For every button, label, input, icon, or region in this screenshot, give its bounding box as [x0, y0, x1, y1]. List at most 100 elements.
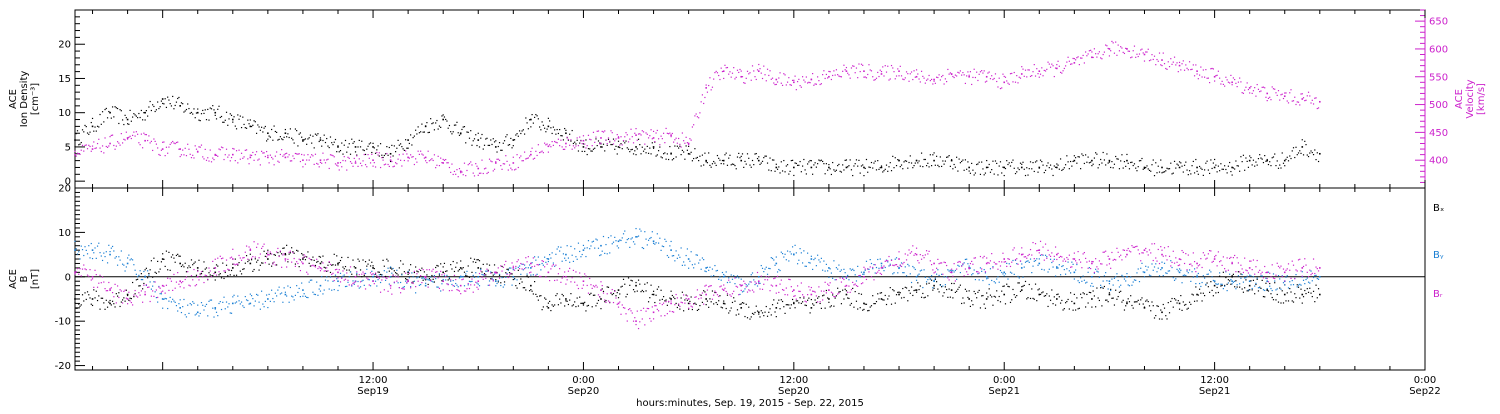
- scatter-dot: [1078, 308, 1079, 309]
- scatter-dot: [287, 156, 288, 157]
- data-point: [1126, 160, 1128, 162]
- scatter-dot: [553, 262, 554, 263]
- scatter-dot: [403, 287, 404, 288]
- scatter-dot: [792, 246, 793, 247]
- scatter-dot: [416, 162, 417, 163]
- scatter-dot: [1283, 163, 1284, 164]
- scatter-dot: [743, 291, 744, 292]
- data-point: [1038, 263, 1040, 265]
- scatter-dot: [1239, 287, 1240, 288]
- scatter-dot: [74, 273, 75, 274]
- scatter-dot: [954, 271, 955, 272]
- scatter-dot: [468, 132, 469, 133]
- scatter-dot: [617, 153, 618, 154]
- scatter-dot: [1299, 150, 1300, 151]
- scatter-dot: [269, 254, 270, 255]
- scatter-dot: [464, 272, 465, 273]
- scatter-dot: [539, 152, 540, 153]
- scatter-dot: [210, 107, 211, 108]
- scatter-dot: [1229, 274, 1230, 275]
- scatter-dot: [664, 152, 665, 153]
- scatter-dot: [1273, 273, 1274, 274]
- scatter-dot: [877, 72, 878, 73]
- scatter-dot: [315, 266, 316, 267]
- scatter-dot: [200, 147, 201, 148]
- scatter-dot: [893, 272, 894, 273]
- scatter-dot: [697, 310, 698, 311]
- data-point: [355, 267, 357, 269]
- scatter-dot: [504, 264, 505, 265]
- scatter-dot: [1183, 171, 1184, 172]
- scatter-dot: [786, 165, 787, 166]
- scatter-dot: [351, 274, 352, 275]
- scatter-dot: [1041, 269, 1042, 270]
- scatter-dot: [397, 282, 398, 283]
- scatter-dot: [777, 169, 778, 170]
- scatter-dot: [440, 290, 441, 291]
- scatter-dot: [142, 279, 143, 280]
- scatter-dot: [87, 132, 88, 133]
- scatter-dot: [896, 75, 897, 76]
- scatter-dot: [463, 126, 464, 127]
- scatter-dot: [297, 263, 298, 264]
- scatter-dot: [401, 274, 402, 275]
- scatter-dot: [1253, 280, 1254, 281]
- scatter-dot: [182, 150, 183, 151]
- scatter-dot: [813, 164, 814, 165]
- scatter-dot: [1196, 171, 1197, 172]
- scatter-dot: [312, 265, 313, 266]
- scatter-dot: [928, 75, 929, 76]
- scatter-dot: [588, 305, 589, 306]
- scatter-dot: [689, 138, 690, 139]
- scatter-dot: [210, 270, 211, 271]
- scatter-dot: [612, 243, 613, 244]
- scatter-dot: [217, 266, 218, 267]
- scatter-dot: [787, 164, 788, 165]
- scatter-dot: [371, 271, 372, 272]
- scatter-dot: [1148, 301, 1149, 302]
- scatter-dot: [456, 262, 457, 263]
- scatter-dot: [128, 292, 129, 293]
- scatter-dot: [495, 279, 496, 280]
- scatter-dot: [709, 285, 710, 286]
- scatter-dot: [1118, 159, 1119, 160]
- scatter-dot: [284, 287, 285, 288]
- scatter-dot: [1234, 79, 1235, 80]
- scatter-dot: [977, 163, 978, 164]
- scatter-dot: [1171, 298, 1172, 299]
- scatter-dot: [96, 131, 97, 132]
- scatter-dot: [332, 155, 333, 156]
- scatter-dot: [1166, 273, 1167, 274]
- scatter-dot: [425, 283, 426, 284]
- scatter-dot: [87, 253, 88, 254]
- scatter-dot: [471, 145, 472, 146]
- scatter-dot: [614, 291, 615, 292]
- scatter-dot: [381, 275, 382, 276]
- scatter-dot: [728, 158, 729, 159]
- scatter-dot: [1083, 55, 1084, 56]
- data-point: [1249, 160, 1251, 162]
- scatter-dot: [1015, 82, 1016, 83]
- scatter-dot: [92, 278, 93, 279]
- data-point: [1161, 59, 1163, 61]
- scatter-dot: [726, 153, 727, 154]
- scatter-dot: [216, 264, 217, 265]
- scatter-dot: [1047, 162, 1048, 163]
- scatter-dot: [708, 307, 709, 308]
- scatter-dot: [176, 142, 177, 143]
- scatter-dot: [1159, 52, 1160, 53]
- scatter-dot: [1100, 287, 1101, 288]
- scatter-dot: [121, 301, 122, 302]
- scatter-dot: [340, 281, 341, 282]
- scatter-dot: [459, 277, 460, 278]
- scatter-dot: [190, 285, 191, 286]
- scatter-dot: [807, 82, 808, 83]
- scatter-dot: [1297, 101, 1298, 102]
- scatter-dot: [574, 301, 575, 302]
- scatter-dot: [87, 291, 88, 292]
- scatter-dot: [1154, 266, 1155, 267]
- scatter-dot: [986, 278, 987, 279]
- scatter-dot: [1022, 162, 1023, 163]
- scatter-dot: [409, 269, 410, 270]
- scatter-dot: [282, 254, 283, 255]
